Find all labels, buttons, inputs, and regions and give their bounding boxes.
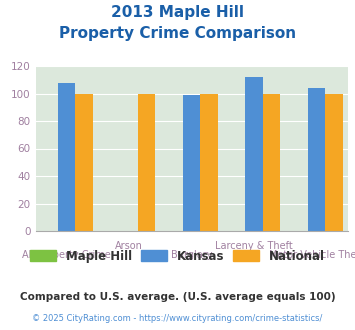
Text: Burglary: Burglary <box>171 250 212 260</box>
Bar <box>58 82 76 231</box>
Text: Compared to U.S. average. (U.S. average equals 100): Compared to U.S. average. (U.S. average … <box>20 292 335 302</box>
Bar <box>138 93 155 231</box>
Bar <box>245 77 263 231</box>
Text: © 2025 CityRating.com - https://www.cityrating.com/crime-statistics/: © 2025 CityRating.com - https://www.city… <box>32 314 323 323</box>
Text: Larceny & Theft: Larceny & Theft <box>215 241 293 250</box>
Bar <box>263 93 280 231</box>
Bar <box>308 88 326 231</box>
Text: 2013 Maple Hill: 2013 Maple Hill <box>111 5 244 20</box>
Bar <box>201 93 218 231</box>
Legend: Maple Hill, Kansas, National: Maple Hill, Kansas, National <box>27 246 328 266</box>
Bar <box>183 95 201 231</box>
Text: Motor Vehicle Theft: Motor Vehicle Theft <box>269 250 355 260</box>
Text: All Property Crime: All Property Crime <box>22 250 111 260</box>
Text: Property Crime Comparison: Property Crime Comparison <box>59 26 296 41</box>
Bar <box>326 93 343 231</box>
Bar <box>76 93 93 231</box>
Text: Arson: Arson <box>115 241 143 250</box>
